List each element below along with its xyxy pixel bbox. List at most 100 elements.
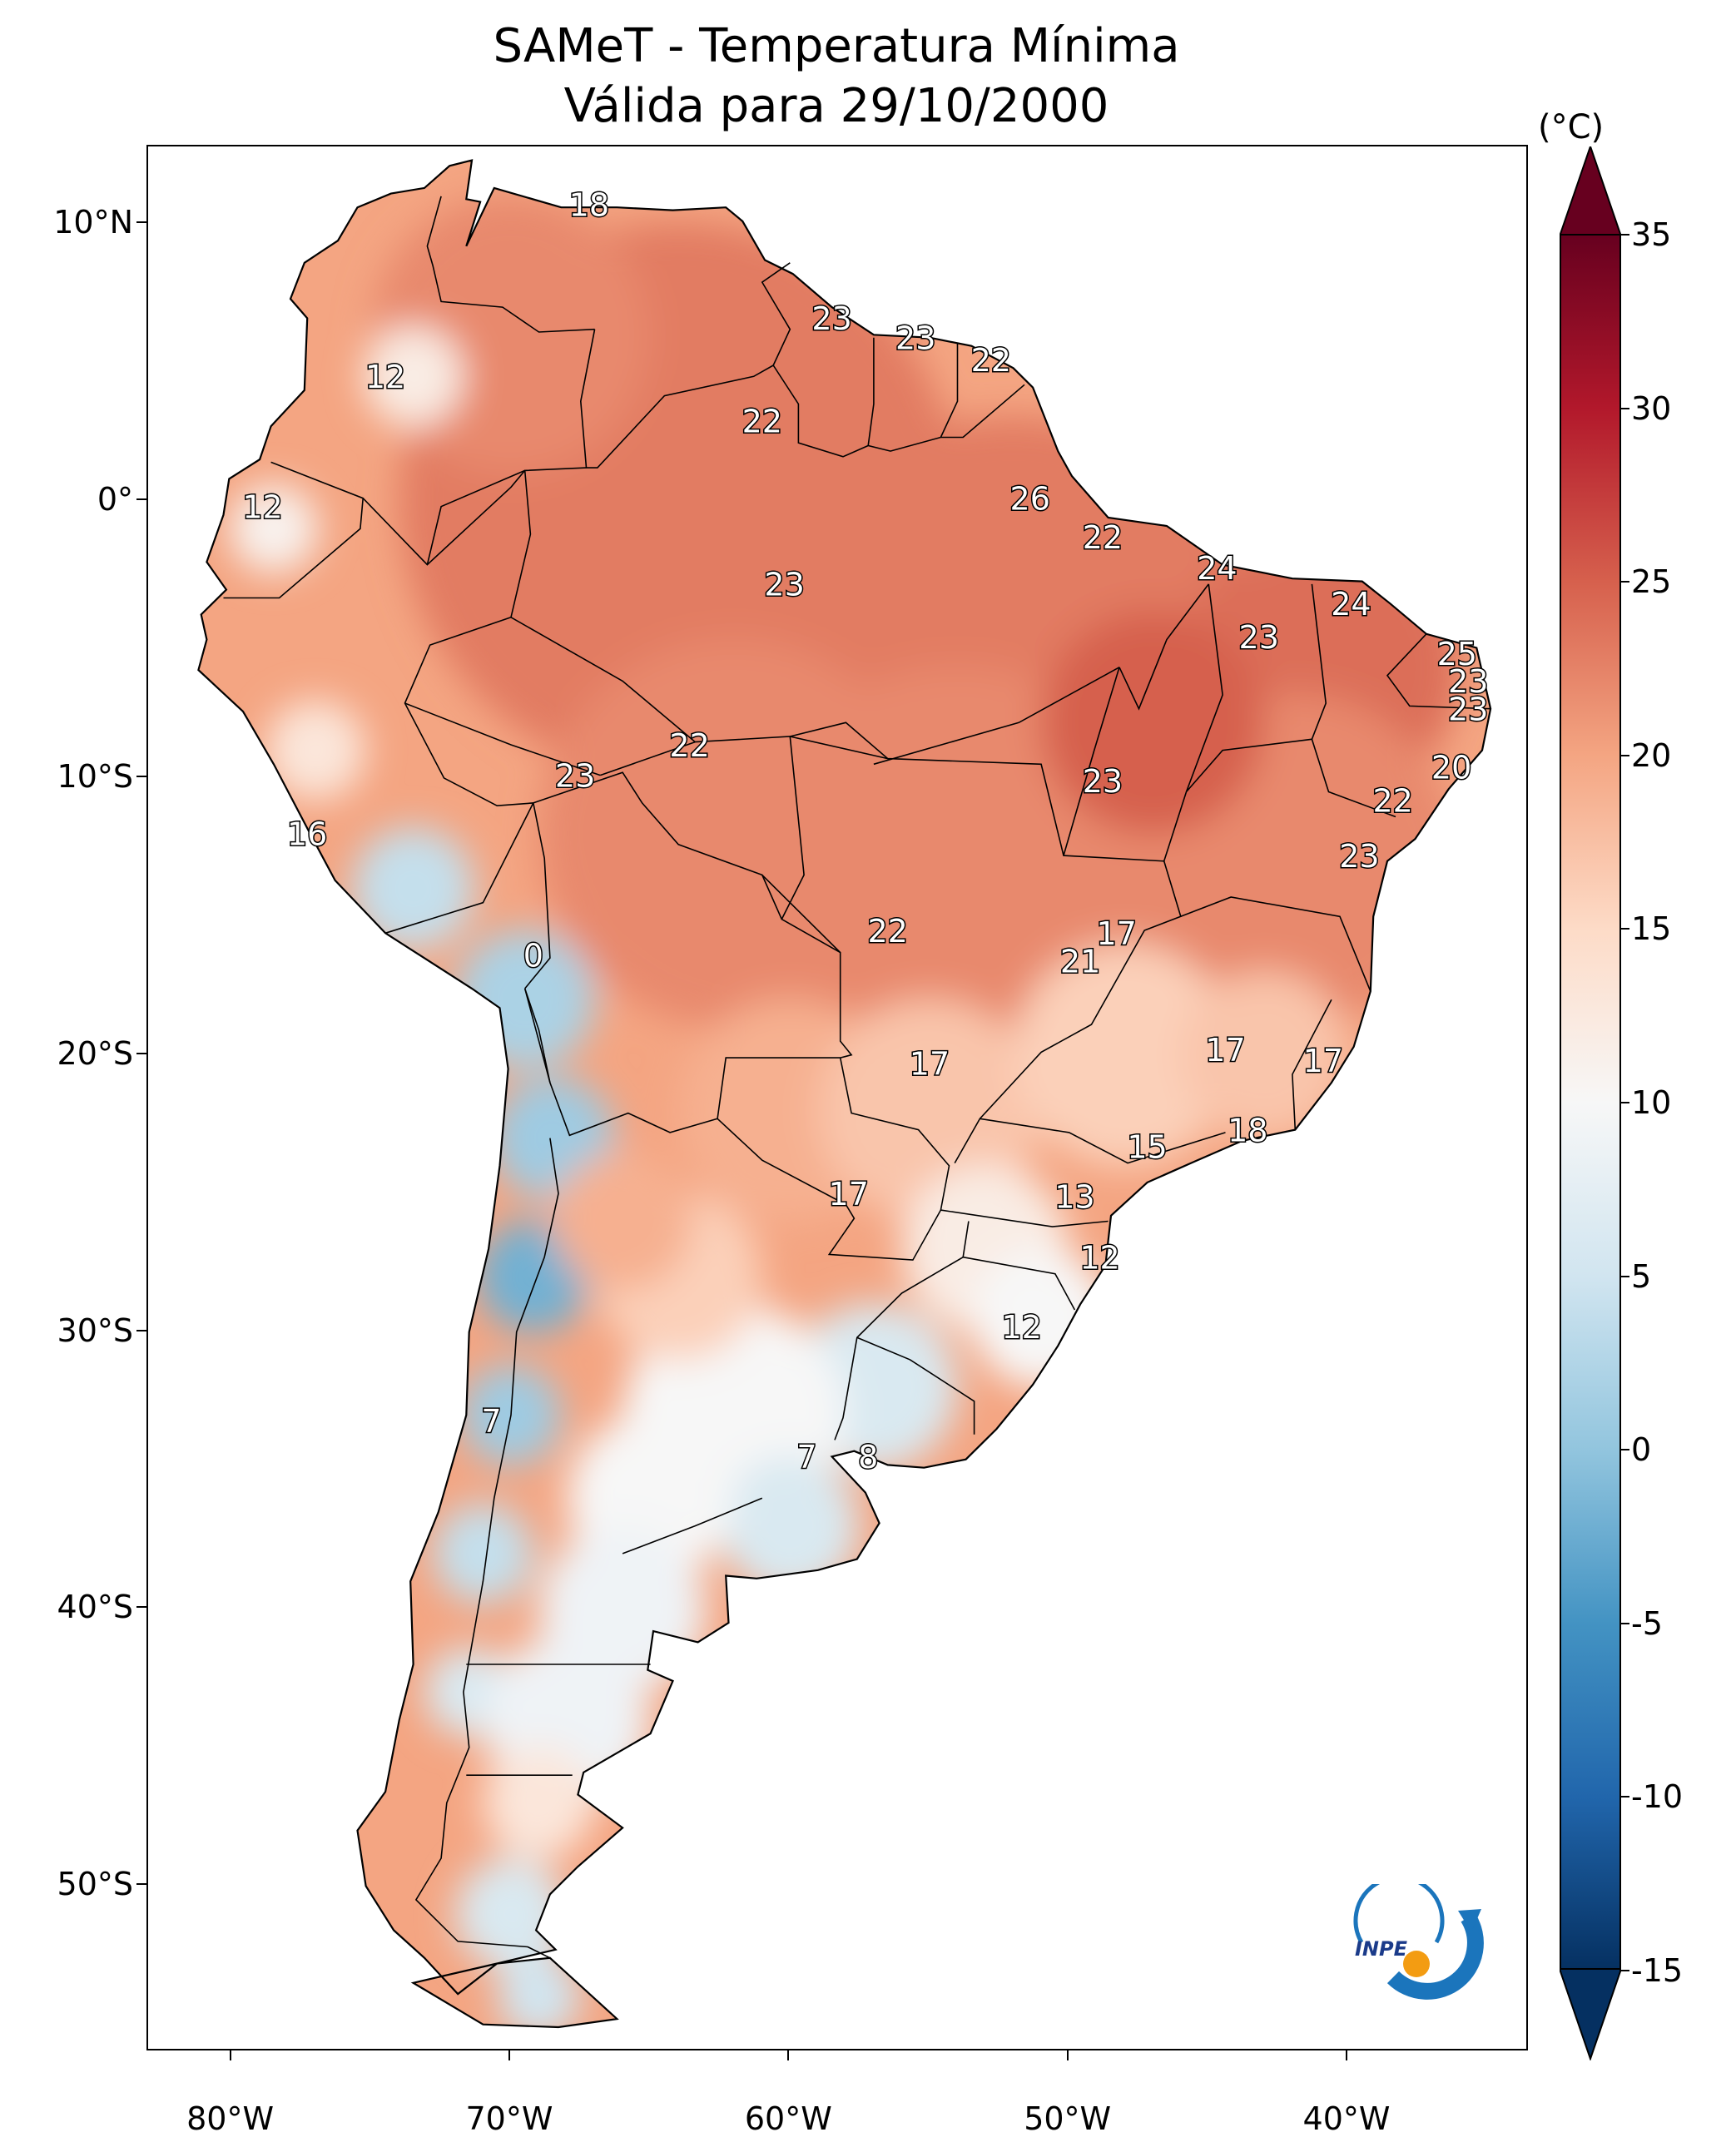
colorbar-tick-0: 0 [1631,1431,1652,1469]
lon-tick [1066,2050,1069,2060]
lat-label-0: 0° [97,481,133,518]
temperature-label: 24 [1197,550,1237,587]
border-line [362,469,526,566]
colorbar-unit: (°C) [1538,108,1605,146]
border-line [867,337,875,446]
colorbar-min-extension [1560,1968,1621,2060]
lat-label-40s: 40°S [57,1589,133,1626]
temperature-zone [363,325,464,427]
colorbar [1560,146,1621,2060]
temperature-label: 26 [1010,481,1050,518]
colorbar-tick-30: 30 [1631,389,1672,427]
map-panel: 18 12 12 23 23 22 22 26 22 23 24 24 23 25 23 23 22 23 23 20… [146,145,1528,2050]
temperature-label: 22 [1083,519,1123,556]
colorbar-tick-35: 35 [1631,216,1672,253]
border-line [873,667,1120,766]
temperature-label: 18 [569,187,609,224]
border-line [1063,667,1120,856]
border-line [1311,583,1327,740]
country-state-borders [223,196,1491,1959]
temperature-label: 16 [287,816,327,852]
border-line [790,721,1182,1163]
colorbar-tick-10: 10 [1631,1084,1672,1121]
colorbar-tick-mark [1619,1275,1629,1277]
temperature-zone [454,1857,568,1970]
lon-tick [1346,2050,1348,2060]
temperature-label: 17 [910,1046,950,1083]
colorbar-tick-mark [1619,581,1629,583]
border-line [510,617,696,743]
border-line [523,988,551,1083]
temperature-zone [497,1955,581,2027]
temperature-label: 22 [1372,782,1412,819]
temperature-label: 23 [811,300,851,337]
lat-tick [136,1329,146,1331]
lat-label-20s: 20°S [57,1034,133,1072]
temperature-label: 25 [1437,636,1477,672]
colorbar-tick-mark [1619,754,1629,756]
lat-tick [136,1606,146,1609]
colorbar-tick-minus15: -15 [1631,1952,1684,1989]
border-line [426,196,595,333]
map-title: SAMeT - Temperatura Mínima [493,19,1180,73]
temperature-zone [1013,943,1237,1167]
temperature-label: 18 [1228,1112,1267,1148]
colorbar-tick-mark [1619,407,1629,409]
border-line [426,469,526,565]
temperature-zone [553,1151,692,1292]
temperature-label: 17 [829,1176,869,1212]
temperature-label: 7 [796,1439,816,1475]
lon-label-60w: 60°W [744,2100,832,2137]
border-line [414,1138,559,1959]
border-line [963,1256,1076,1311]
border-line [1180,896,1371,992]
temperature-label: 12 [365,359,405,395]
temperature-label: 22 [669,727,709,764]
temperature-zone [538,637,930,1029]
temperature-label: 17 [1303,1043,1343,1079]
border-line [579,262,791,469]
border-line [404,702,601,776]
border-line [223,461,365,599]
colorbar-tick-mark [1619,1970,1629,1971]
temperature-zone [433,1503,533,1604]
lon-tick [229,2050,231,2060]
temperature-label: 23 [1239,619,1279,656]
colorbar-tick-15: 15 [1631,910,1672,948]
lat-tick [136,221,146,224]
inpe-logo: INPE [1353,1884,1484,2000]
lat-label-10n: 10°N [53,204,133,241]
colorbar-tick-25: 25 [1631,563,1672,601]
lat-tick [136,1883,146,1886]
temperature-label: 23 [764,567,804,603]
temperature-label: 23 [1083,763,1123,800]
colorbar-scale [1560,234,1621,1971]
colorbar-tick-mark [1619,1796,1629,1798]
colorbar-tick-mark [1619,1622,1629,1624]
lat-label-50s: 50°S [57,1866,133,1903]
temperature-label: 12 [1079,1240,1119,1277]
colorbar-tick-mark [1619,928,1629,930]
temperature-zone [265,700,366,801]
border-line [622,1497,763,1554]
border-line [384,802,534,935]
temperature-label: 7 [481,1403,501,1440]
colorbar-max-extension [1560,146,1621,237]
temperature-label: 22 [971,342,1011,379]
colorbar-tick-minus10: -10 [1631,1778,1684,1816]
colorbar-tick-minus5: -5 [1631,1604,1663,1642]
border-line [717,1057,950,1261]
border-line [1185,583,1223,792]
temperature-label: 8 [858,1439,878,1475]
lat-label-10s: 10°S [57,757,133,795]
colorbar-tick-mark [1619,234,1629,236]
border-line [523,771,853,1137]
temperature-zone [1180,971,1349,1139]
colorbar-tick-5: 5 [1631,1257,1652,1295]
border-line [1118,583,1209,711]
border-line [772,364,1025,458]
map-subtitle: Válida para 29/10/2000 [563,79,1109,133]
lon-label-80w: 80°W [186,2100,275,2137]
